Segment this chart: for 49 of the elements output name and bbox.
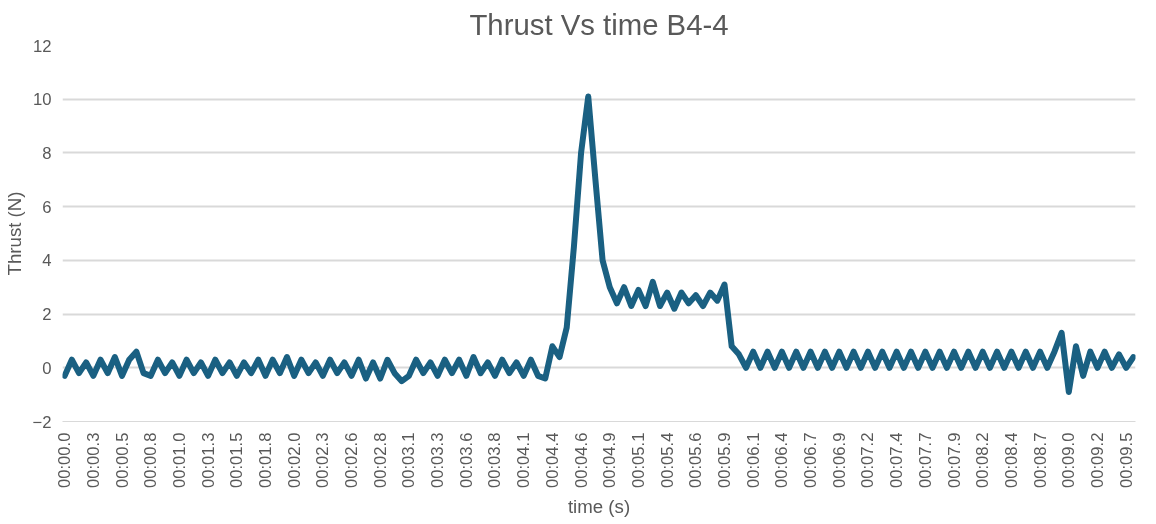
y-tick-label: 6 [42,197,52,217]
y-tick-label: −2 [32,412,52,432]
x-tick-label: 00:06.9 [829,432,849,489]
x-tick-label: 00:02.8 [370,432,390,489]
x-tick-label: 00:00.0 [55,432,75,489]
x-tick-label: 00:06.7 [801,432,821,489]
x-tick-label: 00:05.6 [686,432,706,489]
x-tick-label: 00:01.0 [169,432,189,489]
x-tick-label: 00:08.2 [973,432,993,489]
x-tick-label: 00:01.8 [255,432,275,489]
x-tick-label: 00:05.1 [628,432,648,489]
x-tick-label: 00:09.5 [1116,432,1136,489]
x-tick-label: 00:03.1 [399,432,419,489]
x-tick-label: 00:05.4 [657,432,677,489]
x-tick-label: 00:04.1 [514,432,534,489]
x-tick-label: 00:03.6 [456,432,476,489]
y-axis-title: Thrust (N) [3,191,25,276]
x-tick-label: 00:02.0 [284,432,304,489]
x-axis-title: time (s) [567,496,631,518]
chart-title: Thrust Vs time B4-4 [469,7,729,41]
x-tick-label: 00:01.5 [227,432,247,489]
x-tick-label: 00:07.7 [915,432,935,489]
y-tick-label: 0 [42,358,52,378]
x-tick-label: 00:08.4 [1001,432,1021,489]
y-tick-label: 10 [32,90,52,110]
x-tick-label: 00:00.5 [112,432,132,489]
x-tick-label: 00:01.3 [198,432,218,489]
x-tick-label: 00:09.0 [1059,432,1079,489]
x-tick-label: 00:00.8 [141,432,161,489]
x-tick-label: 00:02.3 [313,432,333,489]
x-tick-label: 00:03.3 [428,432,448,489]
x-tick-label: 00:09.2 [1087,432,1107,489]
y-tick-label: 4 [42,251,52,271]
x-tick-label: 00:03.8 [485,432,505,489]
x-tick-label: 00:08.7 [1030,432,1050,489]
x-tick-label: 00:04.6 [571,432,591,489]
x-tick-label: 00:07.9 [944,432,964,489]
x-tick-label: 00:00.3 [83,432,103,489]
x-tick-label: 00:06.4 [772,432,792,489]
x-tick-label: 00:07.4 [887,432,907,489]
y-tick-label: 12 [32,36,52,56]
y-tick-label: 2 [42,305,52,325]
x-tick-label: 00:04.4 [542,432,562,489]
x-tick-label: 00:06.1 [743,432,763,489]
x-tick-label: 00:04.9 [600,432,620,489]
x-tick-label: 00:07.2 [858,432,878,489]
y-tick-label: 8 [42,143,52,163]
x-tick-label: 00:02.6 [342,432,362,489]
x-tick-label: 00:05.9 [715,432,735,489]
